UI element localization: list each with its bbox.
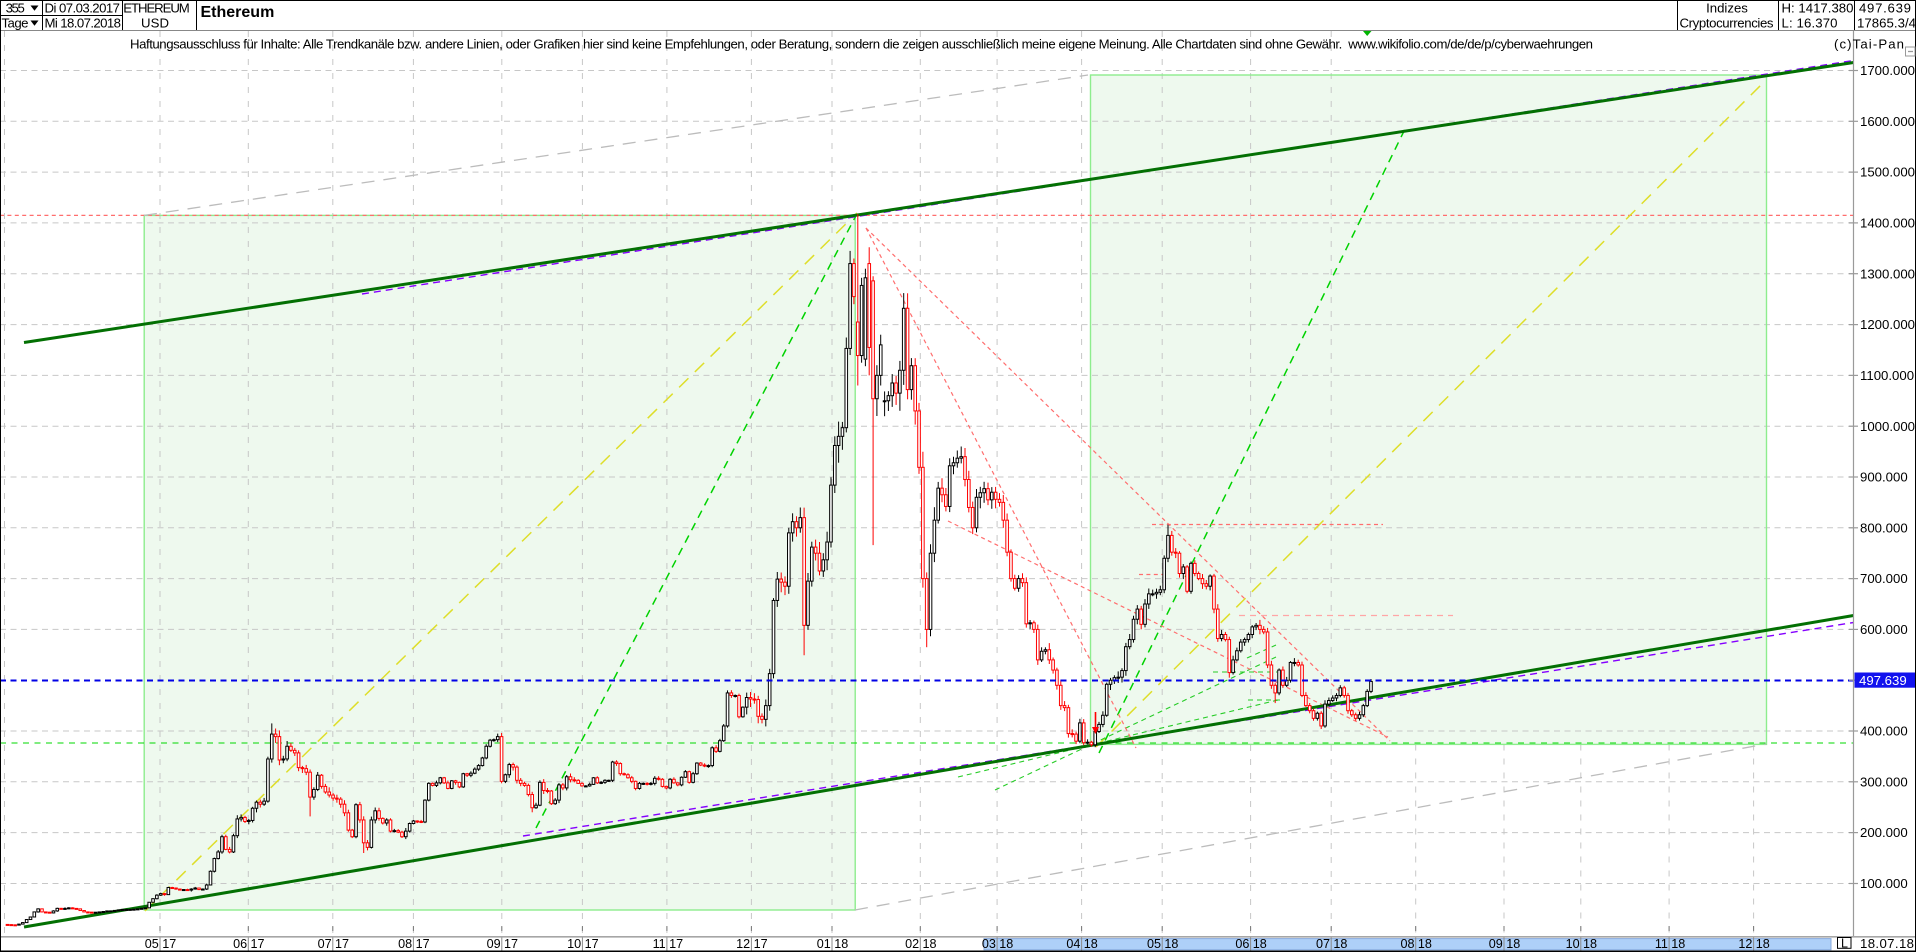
svg-text:Mi 18.07.2018: Mi 18.07.2018 xyxy=(45,15,122,30)
svg-text:H: 1417.380: H: 1417.380 xyxy=(1782,0,1854,15)
svg-text:400.000: 400.000 xyxy=(1860,724,1908,739)
svg-text:18: 18 xyxy=(834,937,848,951)
svg-text:18: 18 xyxy=(1333,937,1347,951)
svg-text:06: 06 xyxy=(1235,937,1249,951)
svg-text:12: 12 xyxy=(736,937,750,951)
svg-text:09: 09 xyxy=(487,937,501,951)
svg-text:100.000: 100.000 xyxy=(1860,876,1908,891)
svg-text:1200.000: 1200.000 xyxy=(1860,317,1915,332)
svg-text:18: 18 xyxy=(1583,937,1597,951)
svg-text:12: 12 xyxy=(1738,937,1752,951)
svg-text:Haftungsausschluss für Inhalte: Haftungsausschluss für Inhalte: Alle Tre… xyxy=(130,37,1593,52)
svg-text:17: 17 xyxy=(669,937,683,951)
svg-text:1700.000: 1700.000 xyxy=(1860,63,1915,78)
svg-text:ETHEREUM: ETHEREUM xyxy=(123,0,190,15)
svg-text:1500.000: 1500.000 xyxy=(1860,165,1915,180)
svg-text:355: 355 xyxy=(6,0,25,15)
svg-text:08: 08 xyxy=(398,937,412,951)
svg-text:17: 17 xyxy=(251,937,265,951)
svg-text:18: 18 xyxy=(1253,937,1267,951)
svg-text:1000.000: 1000.000 xyxy=(1860,419,1915,434)
svg-text:200.000: 200.000 xyxy=(1860,825,1908,840)
svg-text:06: 06 xyxy=(233,937,247,951)
svg-text:300.000: 300.000 xyxy=(1860,774,1908,789)
svg-text:900.000: 900.000 xyxy=(1860,470,1908,485)
svg-text:1100.000: 1100.000 xyxy=(1860,368,1914,383)
svg-text:497.639: 497.639 xyxy=(1859,673,1907,688)
svg-text:18: 18 xyxy=(1756,937,1770,951)
svg-text:18: 18 xyxy=(1418,937,1432,951)
svg-text:Cryptocurrencies: Cryptocurrencies xyxy=(1680,15,1774,30)
svg-text:11: 11 xyxy=(1655,937,1668,951)
svg-text:18: 18 xyxy=(923,937,937,951)
svg-text:08: 08 xyxy=(1400,937,1414,951)
svg-text:L: 16.370: L: 16.370 xyxy=(1782,15,1838,30)
svg-text:17: 17 xyxy=(335,937,349,951)
svg-text:10: 10 xyxy=(567,937,581,951)
svg-text:Tage: Tage xyxy=(2,15,29,30)
svg-text:600.000: 600.000 xyxy=(1860,622,1908,637)
svg-text:10: 10 xyxy=(1566,937,1580,951)
svg-text:05: 05 xyxy=(1147,937,1161,951)
svg-text:1300.000: 1300.000 xyxy=(1860,266,1915,281)
svg-text:04: 04 xyxy=(1066,937,1080,951)
svg-text:03: 03 xyxy=(982,937,996,951)
svg-text:18: 18 xyxy=(1164,937,1178,951)
svg-text:17: 17 xyxy=(585,937,599,951)
svg-text:18.07.18: 18.07.18 xyxy=(1860,936,1914,951)
svg-text:Ethereum: Ethereum xyxy=(201,4,275,21)
svg-text:18: 18 xyxy=(1506,937,1520,951)
svg-text:11: 11 xyxy=(653,937,666,951)
svg-text:18: 18 xyxy=(1084,937,1098,951)
svg-text:09: 09 xyxy=(1489,937,1503,951)
svg-text:17865.3/4: 17865.3/4 xyxy=(1857,15,1916,30)
svg-text:18: 18 xyxy=(1671,937,1685,951)
svg-text:02: 02 xyxy=(905,937,919,951)
svg-text:07: 07 xyxy=(318,937,332,951)
svg-text:17: 17 xyxy=(504,937,518,951)
svg-text:USD: USD xyxy=(141,15,169,30)
svg-text:1400.000: 1400.000 xyxy=(1860,216,1915,231)
svg-text:497.639: 497.639 xyxy=(1859,0,1911,15)
svg-text:Indizes: Indizes xyxy=(1706,0,1748,15)
svg-text:(c)Tai-Pan: (c)Tai-Pan xyxy=(1834,37,1904,52)
svg-text:17: 17 xyxy=(162,937,176,951)
svg-text:800.000: 800.000 xyxy=(1860,520,1908,535)
svg-text:07: 07 xyxy=(1316,937,1330,951)
svg-text:Di 07.03.2017: Di 07.03.2017 xyxy=(45,0,121,15)
svg-text:700.000: 700.000 xyxy=(1860,571,1908,586)
svg-text:1600.000: 1600.000 xyxy=(1860,114,1915,129)
svg-text:L: L xyxy=(1841,937,1848,951)
svg-text:17: 17 xyxy=(754,937,768,951)
svg-text:18: 18 xyxy=(999,937,1013,951)
svg-text:01: 01 xyxy=(817,937,831,951)
svg-text:05: 05 xyxy=(145,937,159,951)
svg-text:17: 17 xyxy=(416,937,430,951)
